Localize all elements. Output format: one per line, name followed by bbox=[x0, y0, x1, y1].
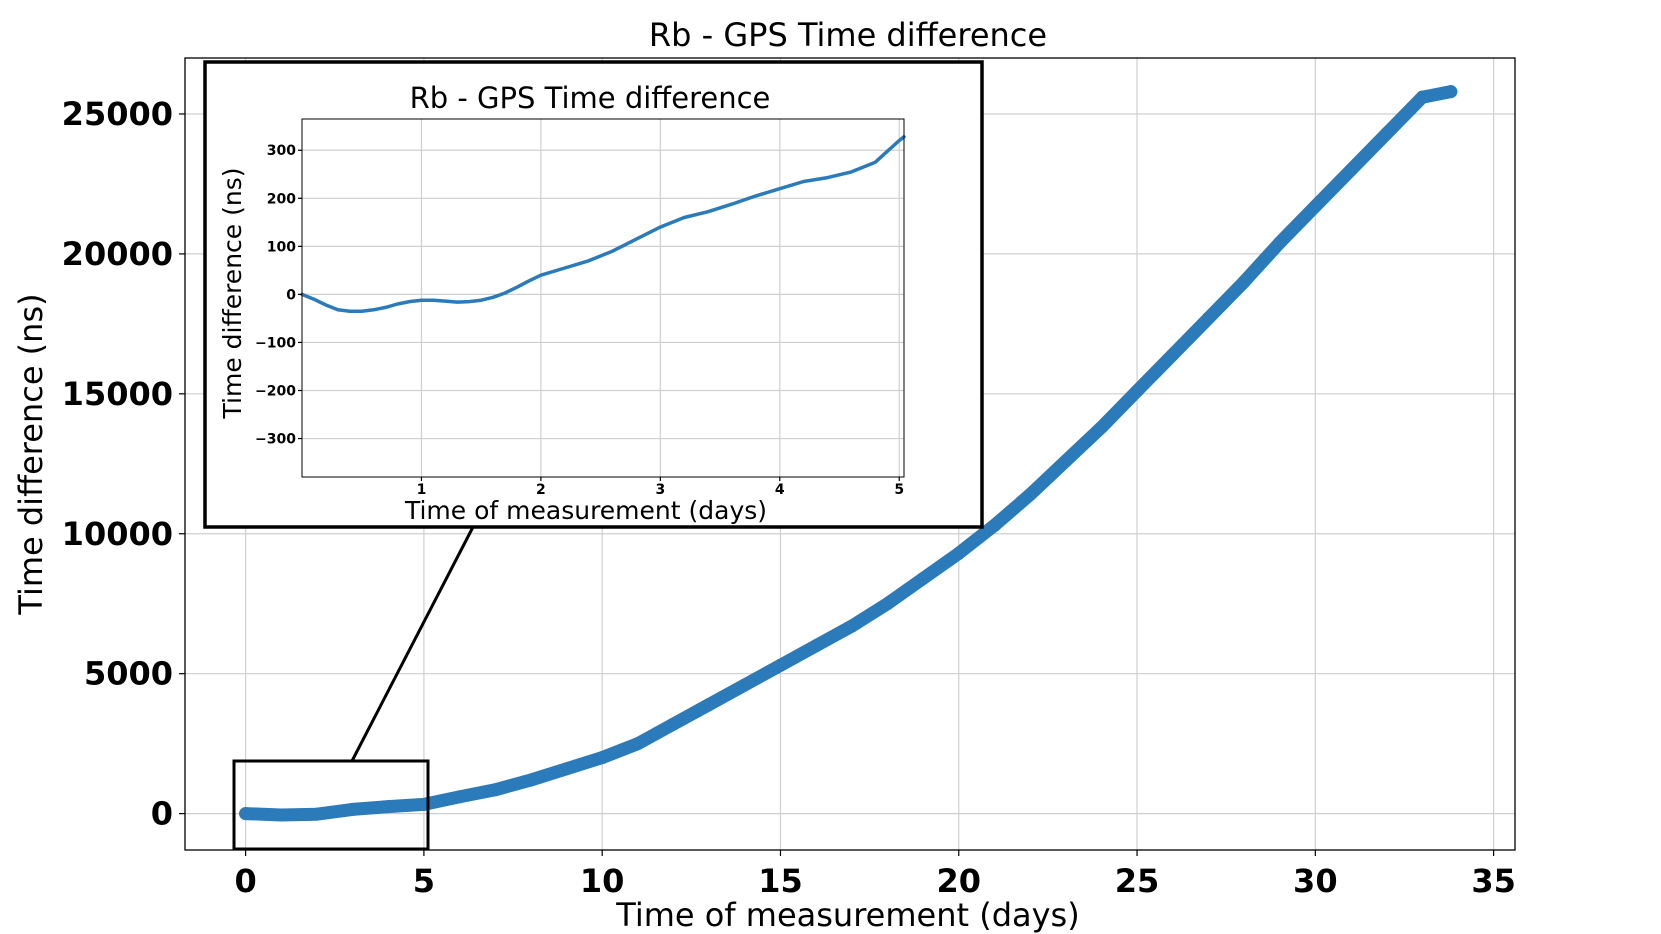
main-y-tick-label: 25000 bbox=[62, 95, 173, 133]
inset-y-axis-label: Time difference (ns) bbox=[218, 168, 247, 420]
main-y-tick-label: 10000 bbox=[62, 515, 173, 553]
main-data-point bbox=[1273, 236, 1287, 250]
main-data-point bbox=[738, 678, 752, 692]
inset-series-line bbox=[300, 135, 906, 313]
inset-y-tick-label: 300 bbox=[267, 143, 296, 159]
main-plot-frame bbox=[184, 57, 1516, 851]
inset-data-series bbox=[300, 135, 906, 313]
main-chart-title: Rb - GPS Time difference bbox=[649, 16, 1047, 54]
main-data-point bbox=[1308, 199, 1322, 213]
main-data-point bbox=[1094, 420, 1108, 434]
main-data-point bbox=[1415, 90, 1429, 104]
main-x-tick-label: 30 bbox=[1293, 862, 1338, 900]
main-data-point bbox=[773, 658, 787, 672]
main-data-point bbox=[1059, 454, 1073, 468]
inset-y-ticks: 300 200 100 0 −100 −200 −300 bbox=[255, 143, 302, 448]
main-data-point bbox=[488, 783, 502, 797]
main-data-point bbox=[702, 697, 716, 711]
main-y-ticks: 0 5000 10000 15000 20000 25000 bbox=[62, 95, 185, 833]
inset-x-axis-label: Time of measurement (days) bbox=[404, 496, 767, 525]
main-data-point bbox=[453, 790, 467, 804]
main-data-series bbox=[239, 85, 1458, 822]
main-data-point bbox=[274, 808, 288, 822]
main-y-tick-label: 0 bbox=[151, 795, 173, 833]
main-data-point bbox=[845, 619, 859, 633]
main-x-axis-label: Time of measurement (days) bbox=[615, 896, 1079, 934]
main-x-tick-label: 35 bbox=[1471, 862, 1516, 900]
main-y-tick-label: 15000 bbox=[62, 375, 173, 413]
main-x-tick-label: 10 bbox=[580, 862, 625, 900]
main-data-point bbox=[346, 802, 360, 816]
main-data-point bbox=[631, 737, 645, 751]
zoom-connector-line bbox=[350, 526, 475, 762]
main-data-point bbox=[916, 572, 930, 586]
inset-x-tick-label: 5 bbox=[894, 482, 904, 498]
inset-y-tick-label: −300 bbox=[255, 432, 296, 448]
inset-y-tick-label: 200 bbox=[267, 191, 296, 207]
main-data-point bbox=[381, 800, 395, 814]
main-data-point bbox=[987, 518, 1001, 532]
main-x-tick-label: 25 bbox=[1115, 862, 1160, 900]
inset-y-tick-label: −100 bbox=[255, 335, 296, 351]
main-data-point bbox=[1166, 348, 1180, 362]
main-data-point bbox=[239, 807, 253, 821]
inset-plot-frame bbox=[301, 118, 905, 478]
main-x-tick-label: 0 bbox=[234, 862, 256, 900]
main-data-point bbox=[560, 762, 574, 776]
inset-y-tick-label: −200 bbox=[255, 384, 296, 400]
main-data-point bbox=[1444, 85, 1458, 99]
main-data-point bbox=[310, 807, 324, 821]
inset-x-tick-label: 1 bbox=[417, 482, 427, 498]
inset-chart-title: Rb - GPS Time difference bbox=[410, 81, 771, 115]
inset-x-tick-label: 3 bbox=[655, 482, 665, 498]
inset-y-tick-label: 100 bbox=[267, 239, 296, 255]
main-x-ticks: 0 5 10 15 20 25 30 35 bbox=[234, 850, 1516, 900]
inset-x-tick-label: 2 bbox=[536, 482, 546, 498]
zoom-region-box bbox=[232, 759, 430, 851]
main-x-tick-label: 20 bbox=[936, 862, 981, 900]
main-data-point bbox=[1201, 311, 1215, 325]
main-data-point bbox=[1237, 275, 1251, 289]
main-data-point bbox=[1023, 488, 1037, 502]
main-data-point bbox=[595, 751, 609, 765]
main-y-axis-label: Time difference (ns) bbox=[12, 293, 50, 615]
inset-y-tick-label: 0 bbox=[286, 287, 296, 303]
inset-grid bbox=[302, 119, 904, 477]
main-data-point bbox=[1380, 127, 1394, 141]
main-data-point bbox=[809, 639, 823, 653]
main-data-point bbox=[952, 546, 966, 560]
main-data-point bbox=[1130, 384, 1144, 398]
main-data-point bbox=[1344, 163, 1358, 177]
main-data-point bbox=[524, 773, 538, 787]
main-data-point bbox=[666, 717, 680, 731]
main-y-tick-label: 5000 bbox=[84, 655, 173, 693]
main-y-tick-label: 20000 bbox=[62, 235, 173, 273]
main-data-point bbox=[880, 597, 894, 611]
inset-x-ticks: 1 2 3 4 5 bbox=[417, 477, 904, 498]
inset-x-tick-label: 4 bbox=[775, 482, 785, 498]
main-x-tick-label: 15 bbox=[758, 862, 803, 900]
main-x-tick-label: 5 bbox=[413, 862, 435, 900]
